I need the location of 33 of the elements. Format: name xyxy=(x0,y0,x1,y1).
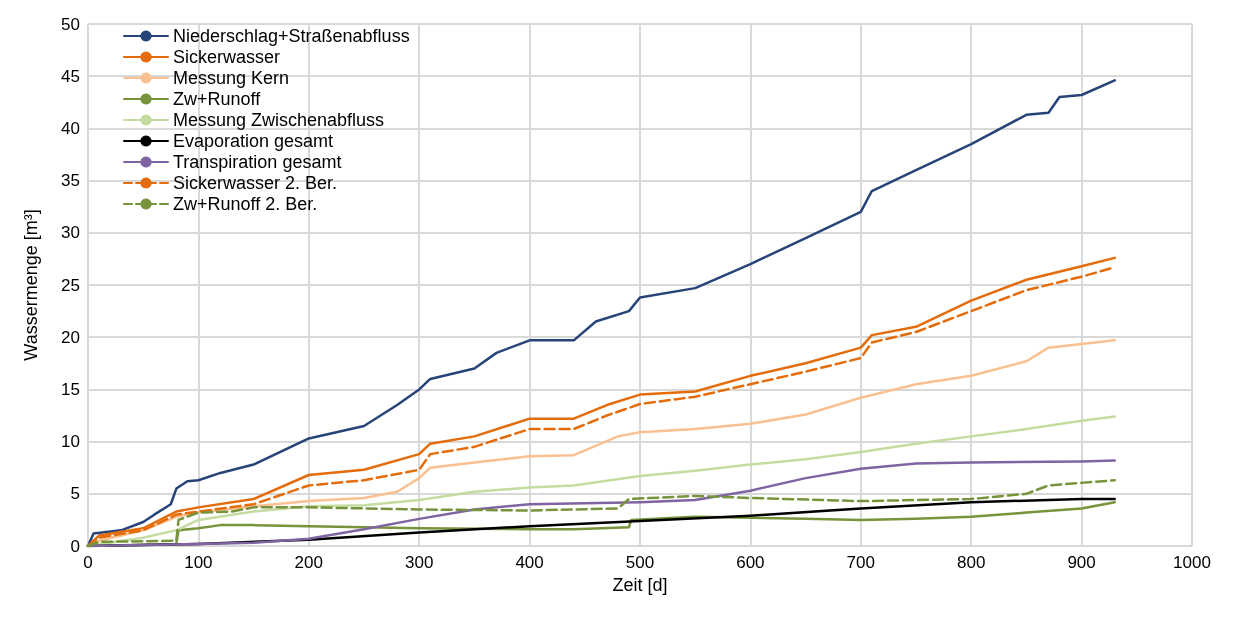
y-tick-label: 35 xyxy=(61,171,80,191)
x-tick-label: 500 xyxy=(625,553,655,572)
y-tick-label: 30 xyxy=(61,223,80,243)
y-tick-label: 5 xyxy=(70,484,80,504)
legend-label: Niederschlag+Straßenabfluss xyxy=(173,26,410,46)
y-tick-label: 0 xyxy=(70,536,80,556)
y-tick-label: 15 xyxy=(61,379,80,399)
legend-label: Messung Zwischenabfluss xyxy=(173,110,385,130)
legend-label: Transpiration gesamt xyxy=(173,152,342,172)
x-tick-label: 400 xyxy=(515,553,544,572)
x-tick-label: 100 xyxy=(184,553,213,572)
y-tick-label: 20 xyxy=(61,327,80,347)
y-tick-label: 25 xyxy=(61,275,80,295)
x-tick-label: 700 xyxy=(846,553,875,572)
y-tick-label: 10 xyxy=(61,432,80,452)
x-tick-label: 900 xyxy=(1067,553,1096,572)
legend-label: Sickerwasser xyxy=(173,47,281,67)
legend-label: Messung Kern xyxy=(173,68,290,88)
legend-label: Zw+Runoff 2. Ber. xyxy=(173,194,318,214)
y-axis-title: Wassermenge [m³] xyxy=(21,209,41,361)
x-tick-label: 200 xyxy=(294,553,323,572)
legend-label: Zw+Runoff xyxy=(173,89,262,109)
y-tick-label: 45 xyxy=(61,66,80,86)
x-tick-label: 0 xyxy=(83,553,93,572)
x-tick-label: 600 xyxy=(736,553,765,572)
legend-label: Evaporation gesamt xyxy=(173,131,334,151)
legend-label: Sickerwasser 2. Ber. xyxy=(173,173,338,193)
x-tick-label: 300 xyxy=(405,553,434,572)
x-tick-label: 800 xyxy=(957,553,986,572)
x-axis-title: Zeit [d] xyxy=(612,574,668,595)
y-tick-label: 50 xyxy=(61,14,80,34)
x-tick-label: 1000 xyxy=(1173,553,1211,572)
y-tick-label: 40 xyxy=(61,118,80,138)
